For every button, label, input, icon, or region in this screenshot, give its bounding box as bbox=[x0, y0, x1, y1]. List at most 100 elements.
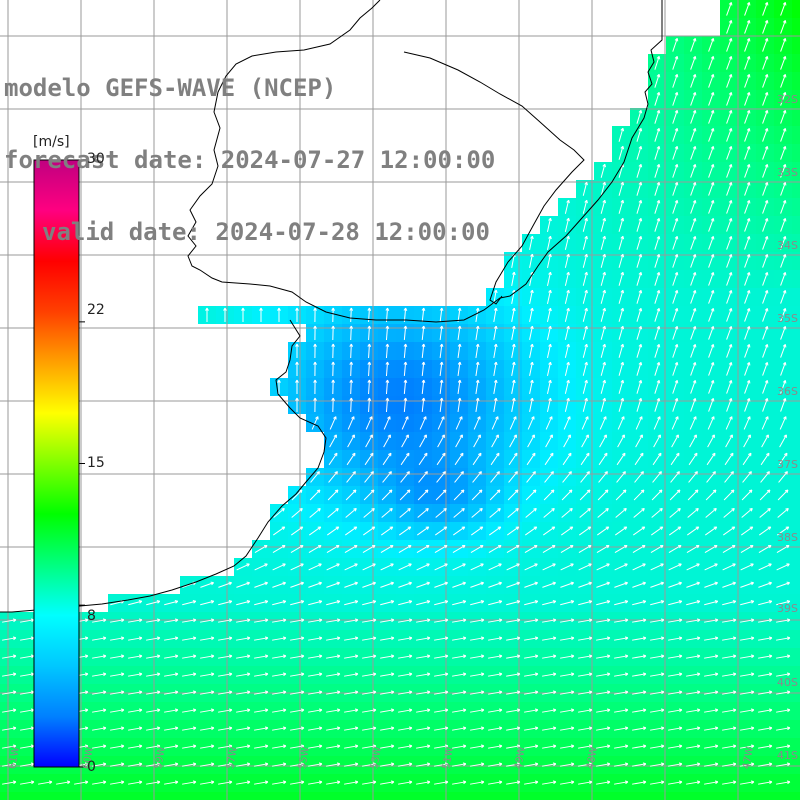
wind-arrow-head bbox=[642, 780, 647, 783]
wind-arrow-shaft bbox=[329, 416, 337, 430]
wind-arrow-head bbox=[349, 307, 352, 311]
wind-arrow-head bbox=[480, 636, 485, 639]
wind-arrow-shaft bbox=[542, 727, 556, 731]
wind-arrow-shaft bbox=[545, 434, 553, 448]
wind-arrow-head bbox=[714, 690, 719, 693]
wind-arrow-head bbox=[295, 361, 298, 365]
wind-arrow-head bbox=[277, 307, 280, 311]
wind-arrow-shaft bbox=[254, 582, 268, 588]
wind-arrow-head bbox=[385, 343, 388, 347]
wind-arrow-head bbox=[156, 744, 161, 747]
wind-arrow-head bbox=[478, 452, 482, 456]
wind-arrow-head bbox=[783, 434, 787, 437]
wind-arrow-head bbox=[674, 398, 678, 401]
wind-arrow-head bbox=[439, 343, 443, 347]
wind-arrow-shaft bbox=[110, 727, 124, 731]
wind-arrow-head bbox=[660, 654, 665, 657]
wind-arrow-shaft bbox=[632, 545, 646, 553]
wind-arrow-head bbox=[570, 744, 575, 747]
wind-arrow-head bbox=[678, 708, 683, 711]
wind-arrow-shaft bbox=[542, 691, 556, 695]
wind-arrow-head bbox=[747, 434, 751, 437]
wind-arrow-head bbox=[390, 654, 395, 657]
wind-arrow-head bbox=[457, 325, 461, 329]
wind-arrow-head bbox=[372, 654, 377, 657]
wind-arrow-shaft bbox=[490, 471, 500, 483]
wind-arrow-shaft bbox=[668, 545, 682, 553]
wind-arrow-head bbox=[421, 325, 425, 329]
lat-label: 35S bbox=[777, 312, 798, 325]
wind-arrow-shaft bbox=[758, 727, 772, 731]
wind-arrow-shaft bbox=[2, 781, 16, 785]
wind-arrow-shaft bbox=[740, 709, 754, 713]
speed-cell bbox=[792, 756, 800, 774]
wind-arrow-shaft bbox=[403, 397, 407, 413]
wind-arrow-shaft bbox=[146, 655, 160, 659]
wind-arrow-head bbox=[728, 164, 732, 167]
wind-arrow-shaft bbox=[650, 781, 664, 785]
wind-arrow-shaft bbox=[434, 582, 448, 588]
wind-arrow-shaft bbox=[762, 38, 768, 52]
wind-arrow-head bbox=[120, 636, 125, 639]
speed-cell bbox=[792, 72, 800, 90]
wind-arrow-shaft bbox=[488, 763, 502, 767]
wind-arrow-head bbox=[570, 762, 575, 765]
wind-arrow-shaft bbox=[511, 308, 515, 322]
speed-cell bbox=[792, 414, 800, 432]
wind-arrow-shaft bbox=[651, 489, 663, 501]
wind-arrow-shaft bbox=[368, 397, 370, 413]
wind-arrow-shaft bbox=[546, 344, 552, 358]
wind-arrow-shaft bbox=[740, 563, 754, 571]
wind-arrow-head bbox=[442, 471, 446, 474]
wind-arrow-shaft bbox=[758, 600, 772, 606]
wind-arrow-head bbox=[84, 654, 89, 657]
wind-arrow-head bbox=[156, 690, 161, 693]
wind-arrow-head bbox=[566, 289, 569, 293]
wind-arrow-head bbox=[295, 379, 298, 383]
wind-arrow-shaft bbox=[758, 582, 772, 588]
wind-arrow-shaft bbox=[524, 545, 538, 553]
wind-arrow-head bbox=[30, 618, 35, 621]
wind-arrow-shaft bbox=[506, 709, 520, 713]
wind-arrow-head bbox=[156, 600, 160, 602]
wind-arrow-head bbox=[623, 507, 627, 510]
speed-cell bbox=[792, 720, 800, 738]
wind-arrow-shaft bbox=[780, 128, 786, 142]
wind-arrow-head bbox=[620, 217, 624, 221]
wind-arrow-head bbox=[512, 271, 515, 275]
wind-arrow-shaft bbox=[254, 727, 268, 731]
lat-label: 41S bbox=[777, 749, 798, 762]
wind-arrow-head bbox=[516, 672, 521, 675]
wind-arrow-head bbox=[408, 762, 413, 765]
wind-arrow-shaft bbox=[182, 781, 196, 785]
speed-cell bbox=[792, 162, 800, 180]
wind-arrow-shaft bbox=[146, 600, 160, 606]
wind-arrow-shaft bbox=[401, 416, 409, 430]
wind-arrow-shaft bbox=[164, 637, 178, 641]
wind-arrow-head bbox=[295, 397, 298, 401]
wind-arrow-head bbox=[639, 434, 643, 437]
wind-arrow-head bbox=[300, 780, 305, 783]
wind-arrow-head bbox=[660, 600, 664, 602]
wind-arrow-shaft bbox=[650, 637, 664, 641]
wind-arrow-shaft bbox=[526, 471, 536, 483]
wind-arrow-shaft bbox=[439, 379, 443, 395]
wind-arrow-head bbox=[656, 289, 660, 293]
wind-arrow-head bbox=[714, 762, 719, 765]
wind-arrow-shaft bbox=[236, 600, 250, 606]
wind-arrow-head bbox=[192, 618, 197, 621]
wind-arrow-shaft bbox=[636, 308, 642, 322]
wind-arrow-head bbox=[498, 690, 503, 693]
wind-arrow-head bbox=[403, 397, 407, 401]
wind-arrow-head bbox=[692, 272, 696, 275]
wind-arrow-shaft bbox=[92, 673, 106, 677]
wind-arrow-head bbox=[746, 200, 750, 203]
wind-arrow-shaft bbox=[668, 619, 682, 623]
wind-arrow-shaft bbox=[362, 781, 376, 785]
speed-cell bbox=[792, 540, 800, 558]
wind-arrow-shaft bbox=[596, 545, 610, 553]
wind-arrow-head bbox=[210, 654, 215, 657]
wind-arrow-shaft bbox=[726, 344, 732, 358]
wind-arrow-shaft bbox=[578, 563, 592, 571]
wind-arrow-shaft bbox=[488, 600, 502, 606]
